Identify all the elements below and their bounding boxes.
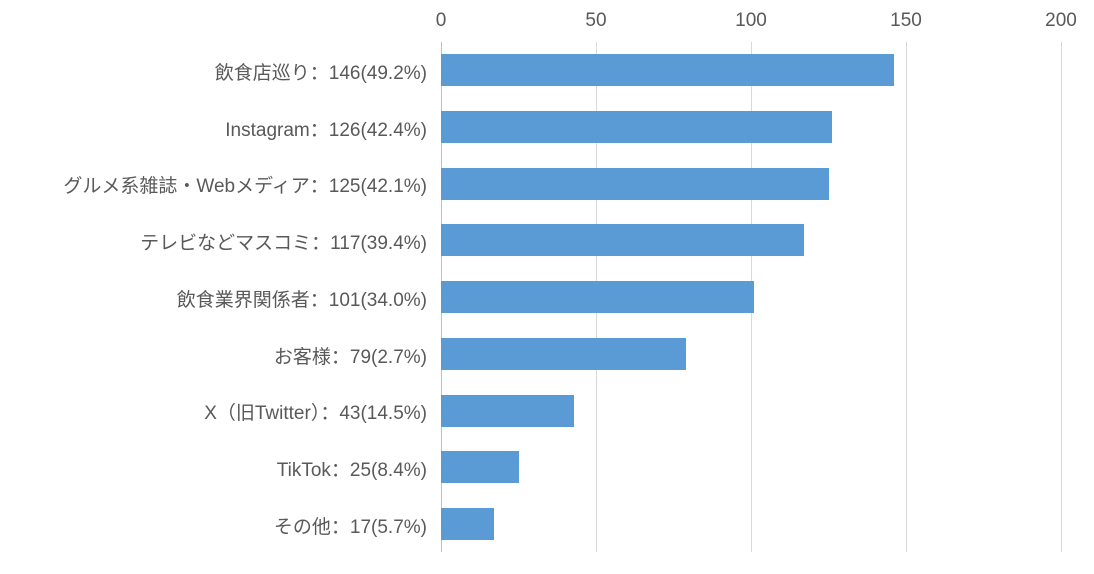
x-tick-label: 50	[585, 10, 606, 32]
gridline	[1061, 42, 1062, 552]
bar-chart: 0 50 100 150 200 飲食店巡り：146(49.2%) Instagram：12…	[0, 0, 1094, 574]
plot-area: 050100150200飲食店巡り：146(49.2%)Instagram：12…	[441, 42, 1061, 552]
bar	[441, 395, 574, 427]
x-tick-label: 0	[436, 10, 447, 32]
bar	[441, 281, 754, 313]
bar	[441, 338, 686, 370]
gridline	[906, 42, 907, 552]
x-tick-label: 100	[735, 10, 767, 32]
category-label: テレビなどマスコミ：117(39.4%)	[140, 228, 427, 255]
bar	[441, 111, 832, 143]
category-label: X（旧Twitter）：43(14.5%)	[204, 398, 427, 425]
category-label: グルメ系雑誌・Webメディア：125(42.1%)	[63, 171, 427, 198]
category-label: 飲食業界関係者：101(34.0%)	[177, 285, 427, 312]
bar	[441, 224, 804, 256]
category-label: その他：17(5.7%)	[274, 512, 427, 539]
x-tick-label: 200	[1045, 10, 1077, 32]
bar	[441, 508, 494, 540]
category-label: お客様：79(2.7%)	[274, 342, 427, 369]
category-label: TikTok：25(8.4%)	[277, 455, 427, 482]
bar	[441, 168, 829, 200]
category-label: 飲食店巡り：146(49.2%)	[215, 58, 427, 85]
x-tick-label: 150	[890, 10, 922, 32]
category-label: Instagram：126(42.4%)	[225, 115, 427, 142]
bar	[441, 451, 519, 483]
bar	[441, 54, 894, 86]
